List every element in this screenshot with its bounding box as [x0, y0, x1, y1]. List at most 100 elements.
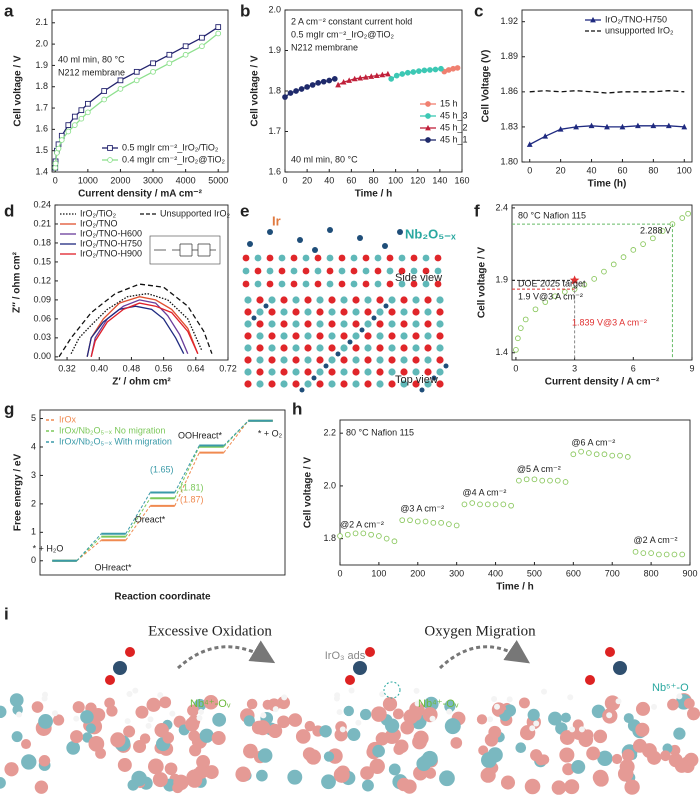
- atom: [419, 387, 425, 393]
- atom: [316, 356, 324, 364]
- marker: [492, 501, 499, 508]
- atom: [400, 332, 408, 340]
- atom: [376, 308, 384, 316]
- atom: [382, 243, 388, 249]
- atom: [515, 742, 527, 753]
- atom: [199, 728, 214, 743]
- marker: [337, 533, 343, 539]
- atom: [506, 696, 513, 703]
- atom: [386, 254, 394, 262]
- atom: [388, 308, 396, 316]
- marker: [101, 96, 107, 103]
- atom: [292, 356, 300, 364]
- atom: [66, 741, 81, 755]
- panel-label: f: [474, 201, 480, 220]
- series-line: [337, 73, 388, 86]
- marker: [522, 316, 529, 323]
- atom: [256, 368, 264, 376]
- atom: [410, 254, 418, 262]
- atom: [251, 315, 257, 321]
- marker: [586, 450, 592, 456]
- atom: [533, 720, 540, 727]
- annotation: 0.5 mgIr cm⁻²_IrO₂@TiO₂: [291, 29, 395, 39]
- marker: [52, 160, 59, 167]
- atom: [398, 280, 406, 288]
- atom: [292, 368, 300, 376]
- marker: [335, 81, 341, 88]
- atom: [302, 280, 310, 288]
- marker: [71, 113, 78, 120]
- atom: [376, 332, 384, 340]
- atom: [288, 713, 303, 727]
- x-tick-label: 5000: [208, 175, 228, 185]
- marker: [150, 68, 156, 75]
- label-excessive-oxidation: Excessive Oxidation: [148, 623, 272, 639]
- atom: [203, 694, 219, 710]
- marker: [55, 145, 62, 152]
- atom: [243, 743, 258, 759]
- y-tick-label: 1.83: [500, 121, 518, 131]
- atom: [244, 308, 252, 316]
- atom: [316, 296, 324, 304]
- plot-frame: [39, 409, 286, 576]
- category-label: * + O₂: [258, 428, 283, 438]
- atom: [268, 380, 276, 388]
- atom: [375, 732, 389, 746]
- atom: [340, 332, 348, 340]
- atom: [185, 717, 200, 732]
- atom: [424, 320, 432, 328]
- marker: [640, 550, 647, 556]
- atom: [567, 694, 574, 701]
- x-axis-label: Current density / mA cm⁻²: [78, 189, 202, 200]
- atom: [314, 254, 322, 262]
- atom: [436, 296, 444, 304]
- atom: [364, 356, 372, 364]
- atom: [257, 748, 273, 763]
- legend-label: Unsupported IrO₂: [160, 208, 231, 218]
- energy-connector: [125, 492, 151, 535]
- atom: [410, 280, 418, 288]
- series-line: [529, 90, 685, 94]
- y-tick-label: 2.2: [323, 428, 336, 438]
- marker: [304, 84, 310, 90]
- marker: [410, 69, 417, 75]
- marker: [150, 60, 156, 67]
- atom: [256, 308, 264, 316]
- marker: [362, 74, 369, 80]
- atom: [198, 708, 205, 715]
- atom: [365, 647, 375, 657]
- atom: [254, 254, 262, 262]
- marker: [650, 122, 657, 129]
- marker: [352, 530, 359, 537]
- atom: [431, 375, 437, 381]
- atom: [152, 772, 168, 788]
- atom: [278, 254, 286, 262]
- y-tick-label: 1.4: [35, 166, 48, 176]
- y-tick-label: 1.9: [35, 60, 48, 70]
- atom: [560, 712, 571, 723]
- atom: [424, 296, 432, 304]
- atom: [31, 701, 44, 713]
- atom: [446, 708, 453, 715]
- x-tick-label: 500: [527, 568, 542, 578]
- marker: [619, 123, 626, 130]
- atom: [304, 720, 316, 732]
- atom: [593, 729, 608, 744]
- y-tick-label: 1.8: [323, 533, 336, 543]
- marker: [542, 299, 549, 305]
- marker: [427, 67, 433, 73]
- atom: [328, 332, 336, 340]
- marker: [315, 80, 322, 86]
- marker: [454, 65, 461, 71]
- y-tick-label: 2.0: [268, 4, 281, 14]
- marker: [620, 254, 627, 260]
- label-side-view: Side view: [395, 272, 442, 284]
- atom: [414, 700, 421, 707]
- atom: [487, 716, 494, 723]
- x-tick-label: 6: [631, 363, 636, 373]
- legend-label: IrOx/Nb₂O₅₋ₓ No migration: [59, 425, 165, 435]
- atom: [247, 241, 253, 247]
- atom: [277, 696, 291, 710]
- y-tick-label: 1.92: [500, 16, 518, 26]
- marker: [656, 551, 662, 558]
